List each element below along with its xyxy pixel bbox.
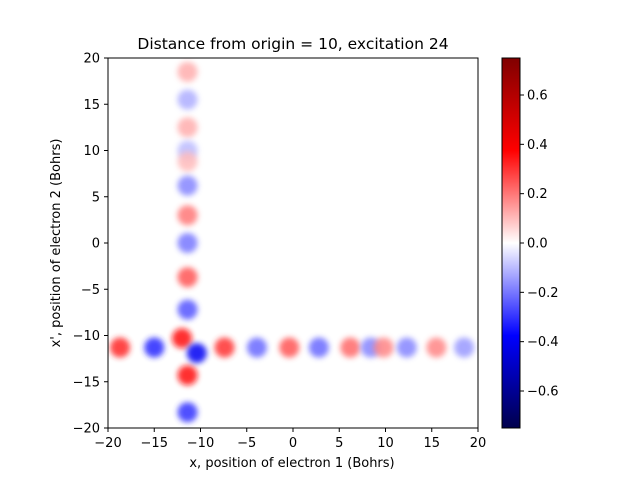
y-tick-label: 15 — [83, 98, 100, 113]
y-tick-label: −15 — [73, 375, 100, 390]
x-tick-label: −5 — [237, 436, 256, 451]
heatmap-lobe — [177, 267, 198, 288]
y-axis-ticks: −20 −15 −10 −5 0 5 10 15 20 — [73, 52, 108, 437]
heatmap-lobe — [172, 328, 192, 349]
colorbar — [501, 57, 521, 429]
x-tick-label: 15 — [423, 436, 440, 451]
chart-title: Distance from origin = 10, excitation 24 — [137, 35, 448, 53]
y-tick-label: −5 — [81, 283, 100, 298]
y-tick-label: −20 — [73, 422, 100, 437]
colorbar-tick-label: 0.4 — [527, 138, 548, 153]
colorbar-tick-label: −0.2 — [527, 286, 559, 301]
x-tick-label: 10 — [377, 436, 394, 451]
colorbar-tick-label: −0.4 — [527, 335, 559, 350]
heatmap-lobe — [373, 337, 394, 358]
x-tick-label: 5 — [335, 436, 343, 451]
x-axis-ticks: −20 −15 −10 −5 0 5 10 15 20 — [94, 428, 486, 451]
x-tick-label: −15 — [141, 436, 168, 451]
heatmap-lobe — [214, 337, 235, 358]
heatmap-lobe — [308, 337, 329, 358]
colorbar-tick-label: 0.2 — [527, 187, 548, 202]
heatmap-lobe — [177, 175, 198, 196]
heatmap-lobes — [110, 61, 475, 423]
heatmap-lobe — [246, 337, 267, 358]
x-tick-label: −10 — [187, 436, 214, 451]
heatmap-lobe — [177, 89, 198, 110]
heatmap-lobe — [177, 299, 198, 320]
x-tick-label: 20 — [470, 436, 487, 451]
y-tick-label: 5 — [92, 190, 100, 205]
y-tick-label: 10 — [83, 144, 100, 159]
colorbar-tick-label: 0.6 — [527, 89, 548, 104]
heatmap-lobe — [426, 337, 447, 358]
heatmap-lobe — [177, 205, 198, 226]
colorbar-ticks: −0.6 −0.4 −0.2 0.0 0.2 0.4 0.6 — [520, 89, 559, 400]
plot-background — [108, 58, 478, 428]
heatmap-lobe — [454, 337, 475, 358]
x-tick-label: 0 — [289, 436, 297, 451]
heatmap-lobe — [144, 337, 165, 358]
heatmap-lobe — [186, 343, 207, 364]
heatmap-lobe — [177, 117, 198, 138]
x-axis-label: x, position of electron 1 (Bohrs) — [189, 456, 394, 471]
y-tick-label: −10 — [73, 329, 100, 344]
heatmap-lobe — [177, 151, 198, 172]
heatmap-lobe — [340, 337, 361, 358]
colorbar-tick-label: 0.0 — [527, 237, 548, 252]
x-tick-label: −20 — [94, 436, 121, 451]
heatmap-lobe — [396, 337, 417, 358]
heatmap-lobe — [110, 337, 131, 358]
heatmap-lobe — [177, 61, 198, 82]
y-tick-label: 0 — [92, 237, 100, 252]
heatmap-lobe — [279, 337, 300, 358]
y-axis-label: x', position of electron 2 (Bohrs) — [49, 139, 64, 348]
heatmap-lobe — [177, 402, 198, 423]
colorbar-tick-label: −0.6 — [527, 385, 559, 400]
heatmap-lobe — [177, 365, 198, 386]
y-tick-label: 20 — [83, 52, 100, 67]
heatmap-lobe — [177, 233, 198, 253]
